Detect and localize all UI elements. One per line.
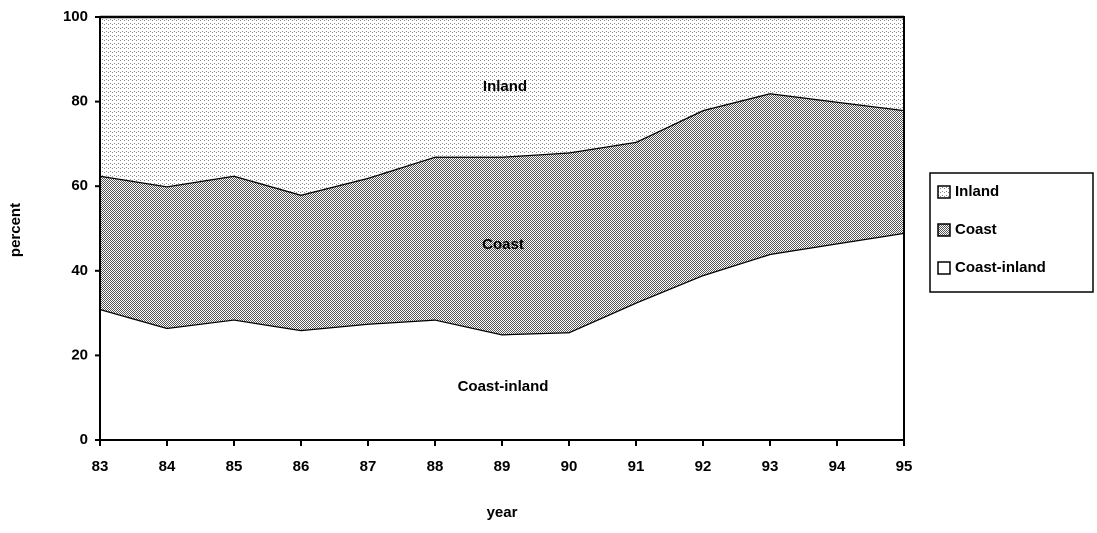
- legend-box: [929, 172, 1094, 293]
- legend-label: Inland: [955, 183, 999, 200]
- legend-swatch: [937, 261, 951, 275]
- y-tick-label: 100: [63, 8, 88, 25]
- x-tick-label: 92: [695, 458, 712, 475]
- y-tick-label: 80: [71, 93, 88, 110]
- area: [100, 93, 904, 335]
- x-tick-label: 95: [896, 458, 913, 475]
- x-tick-label: 83: [92, 458, 109, 475]
- area: [100, 17, 904, 195]
- area-label: Coast: [482, 236, 524, 253]
- legend-swatch: [937, 185, 951, 199]
- legend-swatch: [937, 223, 951, 237]
- area-label: Coast-inland: [458, 378, 549, 395]
- legend-label: Coast: [955, 221, 997, 238]
- x-tick-label: 86: [293, 458, 310, 475]
- x-tick-label: 89: [494, 458, 511, 475]
- y-tick-label: 40: [71, 262, 88, 279]
- area: [100, 232, 904, 440]
- x-tick-label: 85: [226, 458, 243, 475]
- x-tick-label: 87: [360, 458, 377, 475]
- y-tick-label: 20: [71, 346, 88, 363]
- x-tick-label: 91: [628, 458, 645, 475]
- y-axis-label: percent: [7, 203, 24, 257]
- legend-label: Coast-inland: [955, 259, 1046, 276]
- x-tick-label: 88: [427, 458, 444, 475]
- area-label: Inland: [483, 78, 527, 95]
- x-tick-label: 93: [762, 458, 779, 475]
- x-tick-label: 84: [159, 458, 176, 475]
- x-tick-label: 90: [561, 458, 578, 475]
- x-tick-label: 94: [829, 458, 846, 475]
- y-tick-label: 60: [71, 177, 88, 194]
- x-axis-label: year: [487, 504, 518, 521]
- y-tick-label: 0: [80, 431, 88, 448]
